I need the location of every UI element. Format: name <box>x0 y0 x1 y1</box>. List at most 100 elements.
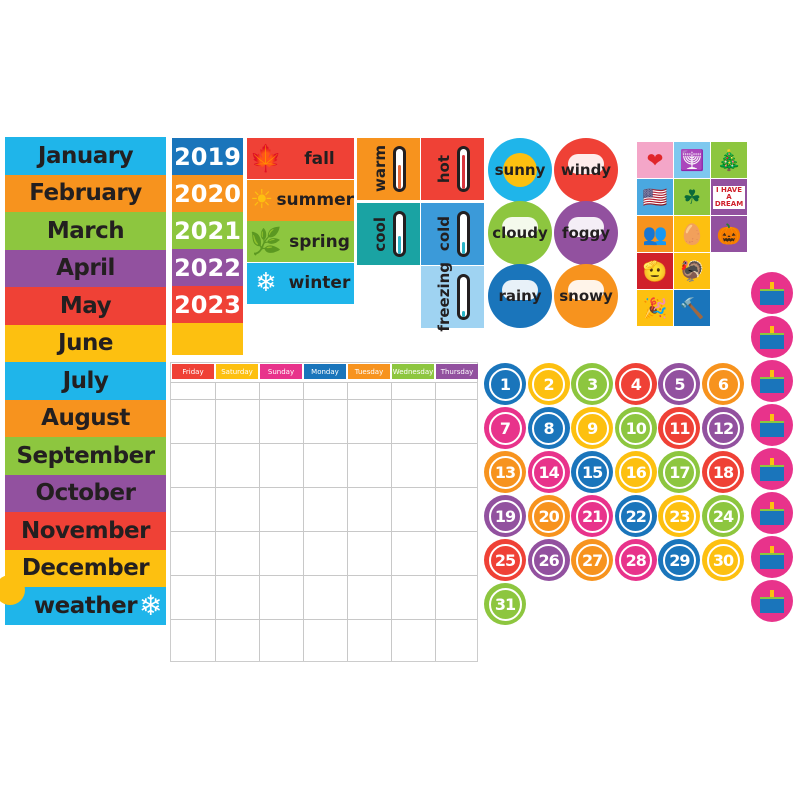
candle-icon <box>770 413 774 421</box>
date-circle-2: 2 <box>527 363 570 405</box>
grid-line <box>215 382 216 661</box>
grid-line <box>303 382 304 661</box>
date-circle-11: 11 <box>658 407 701 449</box>
date-circle-18: 18 <box>702 451 744 493</box>
thermometer-icon <box>457 211 470 257</box>
american-flag-sticker: 🇺🇸 <box>637 179 673 215</box>
temperature-label: hot <box>435 154 453 184</box>
date-circle-inner: 25 <box>488 543 522 577</box>
turkey-icon: 🦃 <box>679 259 705 283</box>
weather-circle-foggy: foggy <box>554 201 618 265</box>
date-number: 25 <box>494 550 516 570</box>
day-header-friday: Friday <box>172 364 214 379</box>
month-label: May <box>59 292 112 319</box>
date-circle-inner: 23 <box>662 499 696 533</box>
date-number: 10 <box>625 418 647 438</box>
month-strip-july: July <box>5 362 166 400</box>
candle-icon <box>770 325 774 333</box>
cloud-icon <box>568 280 604 300</box>
month-label: November <box>20 517 151 544</box>
date-circle-26: 26 <box>527 539 570 581</box>
date-circle-21: 21 <box>571 495 614 537</box>
day-label: Monday <box>311 367 339 376</box>
date-circle-inner: 9 <box>575 411 609 445</box>
year-card: 2021 <box>172 212 243 249</box>
weather-label: sunny <box>494 161 546 179</box>
month-strip-january: January <box>5 137 166 175</box>
date-circle-6: 6 <box>702 363 744 405</box>
date-circle-inner: 1 <box>488 367 522 401</box>
season-card-winter: ❄ winter <box>247 262 354 304</box>
hearts-sticker: ❤ <box>637 142 673 178</box>
month-label: January <box>37 142 134 169</box>
leaves-icon: 🌿 <box>249 226 283 257</box>
date-circle-24: 24 <box>702 495 744 537</box>
thermometer-icon <box>393 146 406 192</box>
cloud-icon <box>568 217 604 237</box>
christmas-tree-sticker: 🎄 <box>711 142 747 178</box>
date-circle-inner: 16 <box>619 455 653 489</box>
date-circle-inner: 21 <box>575 499 609 533</box>
date-number: 24 <box>712 506 734 526</box>
date-circle-4: 4 <box>614 363 657 405</box>
cake-icon <box>760 420 784 437</box>
date-circle-20: 20 <box>527 495 570 537</box>
year-label: 2023 <box>174 290 241 319</box>
date-number: 2 <box>543 374 555 394</box>
temperature-card-cold: cold <box>421 203 484 265</box>
day-header-sunday: Sunday <box>260 364 302 379</box>
date-number: 4 <box>630 374 642 394</box>
date-circle-15: 15 <box>571 451 614 493</box>
grid-line <box>435 382 436 661</box>
thermometer-icon <box>457 146 470 192</box>
weather-circle-rainy: rainy <box>488 264 552 328</box>
month-label: April <box>56 255 115 282</box>
date-circle-inner: 11 <box>662 411 696 445</box>
temperature-label: freezing <box>435 262 453 332</box>
weather-circle-sunny: sunny <box>488 138 552 202</box>
date-number: 1 <box>499 374 511 394</box>
year-card: 2022 <box>172 249 243 286</box>
date-number: 26 <box>538 550 559 570</box>
year-label: 2020 <box>174 179 241 208</box>
temperature-label: warm <box>371 145 389 193</box>
date-number: 12 <box>712 418 734 438</box>
date-circle-inner: 31 <box>488 587 522 621</box>
sun-icon <box>0 575 25 605</box>
date-number: 9 <box>587 418 598 438</box>
month-strip-february: February <box>5 174 166 212</box>
calendar-grid: Friday Saturday Sunday Monday Tuesday Wednesd… <box>170 362 478 662</box>
temperature-card-hot: hot <box>421 138 484 200</box>
menorah-icon: 🕎 <box>679 148 705 172</box>
month-strip-december: December <box>5 549 166 587</box>
turkey-sticker: 🦃 <box>674 253 710 289</box>
day-header-tuesday: Tuesday <box>348 364 390 379</box>
date-circle-9: 9 <box>571 407 614 449</box>
weather-label: snowy <box>559 287 613 305</box>
american-flag-icon: 🇺🇸 <box>642 185 668 209</box>
year-card: 2020 <box>172 175 243 212</box>
christmas-tree-icon: 🎄 <box>716 148 742 172</box>
cake-icon <box>760 552 784 569</box>
date-circle-inner: 28 <box>619 543 653 577</box>
season-card-summer: ☀ summer <box>247 179 354 221</box>
candle-icon <box>770 589 774 597</box>
weather-label: rainy <box>498 287 542 305</box>
date-circle-inner: 26 <box>532 543 566 577</box>
date-circle-inner: 18 <box>706 455 740 489</box>
date-circle-inner: 20 <box>532 499 566 533</box>
date-circle-16: 16 <box>614 451 657 493</box>
cake-icon <box>760 508 784 525</box>
snowflake-icon: ❄ <box>139 589 162 622</box>
cake-icon <box>760 332 784 349</box>
temperature-label: cold <box>435 216 453 252</box>
month-label: October <box>35 480 136 507</box>
month-label: September <box>16 442 155 469</box>
thermometer-level <box>462 311 465 317</box>
date-circle-10: 10 <box>614 407 657 449</box>
sun-icon <box>503 153 537 187</box>
birthday-circle <box>751 448 793 490</box>
date-number: 19 <box>494 506 516 526</box>
date-number: 17 <box>669 462 690 482</box>
date-circle-31: 31 <box>484 583 526 625</box>
